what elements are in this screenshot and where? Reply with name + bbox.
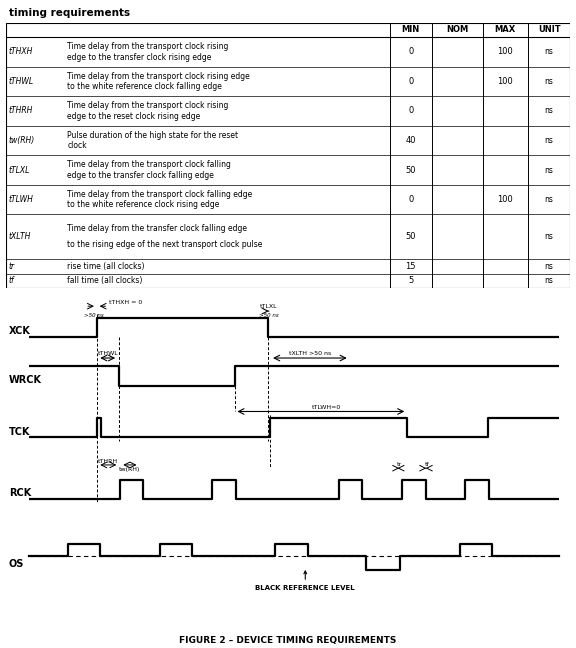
Text: Time delay from the transport clock falling edge: Time delay from the transport clock fall… <box>67 190 252 199</box>
Text: Time delay from the transfer clock falling edge: Time delay from the transfer clock falli… <box>67 224 247 233</box>
Text: tw(RH): tw(RH) <box>8 136 34 145</box>
Text: MAX: MAX <box>495 25 516 34</box>
Text: tTLWH=0: tTLWH=0 <box>312 405 341 410</box>
Text: tw(RH): tw(RH) <box>119 467 141 472</box>
Text: 100: 100 <box>498 47 513 56</box>
Text: ns: ns <box>545 232 554 241</box>
Text: tXLTH >50 ns: tXLTH >50 ns <box>289 351 331 356</box>
Text: BLACK REFERENCE LEVEL: BLACK REFERENCE LEVEL <box>256 571 355 591</box>
Text: ns: ns <box>545 106 554 115</box>
Text: 5: 5 <box>408 277 414 286</box>
Text: edge to the transfer clock rising edge: edge to the transfer clock rising edge <box>67 52 211 62</box>
Text: >50 ns: >50 ns <box>259 313 279 318</box>
Text: ns: ns <box>545 195 554 204</box>
Text: 15: 15 <box>406 262 416 271</box>
Text: tr: tr <box>8 262 14 271</box>
Text: tTHXH = 0: tTHXH = 0 <box>109 299 143 305</box>
Text: clock: clock <box>67 141 87 150</box>
Text: Time delay from the transport clock rising: Time delay from the transport clock risi… <box>67 101 229 110</box>
Text: 0: 0 <box>408 106 414 115</box>
Text: fall time (all clocks): fall time (all clocks) <box>67 277 143 286</box>
Text: Pulse duration of the high state for the reset: Pulse duration of the high state for the… <box>67 131 238 140</box>
Text: tTLWH: tTLWH <box>8 195 33 204</box>
Text: 0: 0 <box>408 47 414 56</box>
Text: 100: 100 <box>498 195 513 204</box>
Text: 40: 40 <box>406 136 416 145</box>
Text: Time delay from the transport clock rising edge: Time delay from the transport clock risi… <box>67 71 250 80</box>
Text: tf: tf <box>425 461 430 467</box>
Text: 0: 0 <box>408 77 414 86</box>
Text: Time delay from the transport clock falling: Time delay from the transport clock fall… <box>67 160 231 169</box>
Text: tXLTH: tXLTH <box>8 232 31 241</box>
Text: tTHXH: tTHXH <box>8 47 32 56</box>
Text: MIN: MIN <box>401 25 420 34</box>
Text: ns: ns <box>545 262 554 271</box>
Text: ns: ns <box>545 136 554 145</box>
Text: XCK: XCK <box>9 326 31 336</box>
Text: WRCK: WRCK <box>9 375 41 385</box>
Text: ns: ns <box>545 166 554 174</box>
Text: ns: ns <box>545 47 554 56</box>
Text: edge to the transfer clock falling edge: edge to the transfer clock falling edge <box>67 171 214 180</box>
Text: to the rising edge of the next transport clock pulse: to the rising edge of the next transport… <box>67 240 263 249</box>
Text: edge to the reset clock rising edge: edge to the reset clock rising edge <box>67 112 200 121</box>
Text: tTHWL: tTHWL <box>97 351 118 356</box>
Text: FIGURE 2 – DEVICE TIMING REQUIREMENTS: FIGURE 2 – DEVICE TIMING REQUIREMENTS <box>179 636 397 645</box>
Text: rise time (all clocks): rise time (all clocks) <box>67 262 145 271</box>
Text: timing requirements: timing requirements <box>9 8 130 17</box>
Text: OS: OS <box>9 559 24 569</box>
Text: RCK: RCK <box>9 488 31 498</box>
Text: >50 ns: >50 ns <box>84 312 104 318</box>
Text: tf: tf <box>8 277 14 286</box>
Text: tTLXL: tTLXL <box>260 305 278 310</box>
Text: to the white reference clock falling edge: to the white reference clock falling edg… <box>67 82 222 91</box>
Text: Time delay from the transport clock rising: Time delay from the transport clock risi… <box>67 42 229 51</box>
Text: tTLXL: tTLXL <box>8 166 29 174</box>
Text: to the white reference clock rising edge: to the white reference clock rising edge <box>67 200 219 209</box>
Text: tTHWL: tTHWL <box>8 77 33 86</box>
Text: 50: 50 <box>406 232 416 241</box>
Text: NOM: NOM <box>446 25 468 34</box>
Text: TCK: TCK <box>9 426 30 437</box>
Text: tr: tr <box>397 461 402 467</box>
Text: 50: 50 <box>406 166 416 174</box>
Text: tTHRH: tTHRH <box>98 459 118 464</box>
Text: 0: 0 <box>408 195 414 204</box>
Text: UNIT: UNIT <box>538 25 560 34</box>
Text: ns: ns <box>545 77 554 86</box>
Text: 100: 100 <box>498 77 513 86</box>
Text: ns: ns <box>545 277 554 286</box>
Text: tTHRH: tTHRH <box>8 106 32 115</box>
